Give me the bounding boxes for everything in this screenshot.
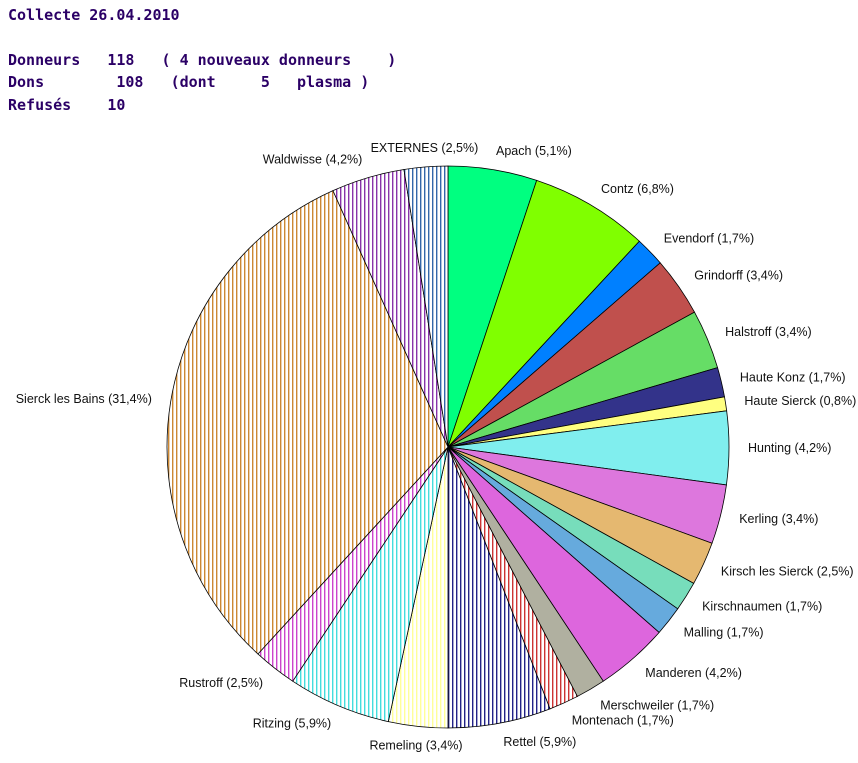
pie-label-waldwisse: Waldwisse (4,2%) — [263, 153, 363, 167]
pie-label-kirsch-les-sierck: Kirsch les Sierck (2,5%) — [721, 565, 854, 579]
pie-label-kirschnaumen: Kirschnaumen (1,7%) — [702, 599, 822, 613]
collecte-title: Collecte 26.04.2010 — [8, 6, 180, 24]
pie-label-haute-sierck: Haute Sierck (0,8%) — [744, 394, 856, 408]
pie-label-malling: Malling (1,7%) — [684, 626, 764, 640]
pie-label-ritzing: Ritzing (5,9%) — [253, 716, 332, 730]
pie-label-remeling: Remeling (3,4%) — [369, 738, 462, 752]
pie-label-grindorff: Grindorff (3,4%) — [694, 269, 783, 283]
pie-slice-contz — [447, 179, 640, 448]
pie-label-contz: Contz (6,8%) — [601, 182, 674, 196]
pie-label-hunting: Hunting (4,2%) — [748, 441, 831, 455]
pie-label-rettel: Rettel (5,9%) — [503, 735, 576, 749]
pie-label-sierck-les-bains: Sierck les Bains (31,4%) — [16, 392, 152, 406]
dons-row: Dons 108 (dont 5 plasma ) — [8, 71, 396, 94]
pie-label-haute-konz: Haute Konz (1,7%) — [740, 371, 846, 385]
pie-label-evendorf: Evendorf (1,7%) — [664, 232, 754, 246]
dons-note: (dont 5 plasma ) — [170, 73, 370, 91]
refuses-label: Refusés — [8, 95, 72, 114]
pie-label-merschweiler: Merschweiler (1,7%) — [600, 699, 714, 713]
pie-label-halstroff: Halstroff (3,4%) — [725, 325, 812, 339]
collecte-summary: Collecte 26.04.2010 Donneurs 118 ( 4 nou… — [8, 4, 396, 116]
pie-slice-externes — [403, 165, 449, 448]
pie-slice-sierck-les-bains — [166, 190, 449, 655]
donneurs-note: ( 4 nouveaux donneurs ) — [161, 50, 397, 69]
pie-label-apach: Apach (5,1%) — [496, 144, 572, 158]
pie-label-rustroff: Rustroff (2,5%) — [179, 676, 263, 690]
pie-label-montenach: Montenach (1,7%) — [572, 713, 674, 727]
donneurs-value: 118 — [107, 50, 135, 69]
refuses-value: 10 — [107, 95, 126, 114]
donneurs-label: Donneurs — [8, 50, 81, 69]
pie-label-kerling: Kerling (3,4%) — [739, 512, 818, 526]
pie-label-externes: EXTERNES (2,5%) — [371, 141, 479, 155]
dons-label: Dons — [8, 73, 45, 91]
pie-label-manderen: Manderen (4,2%) — [645, 666, 742, 680]
refuses-row: Refusés 10 — [8, 94, 396, 117]
dons-value: 108 — [116, 73, 144, 91]
donneurs-row: Donneurs 118 ( 4 nouveaux donneurs ) — [8, 49, 396, 72]
